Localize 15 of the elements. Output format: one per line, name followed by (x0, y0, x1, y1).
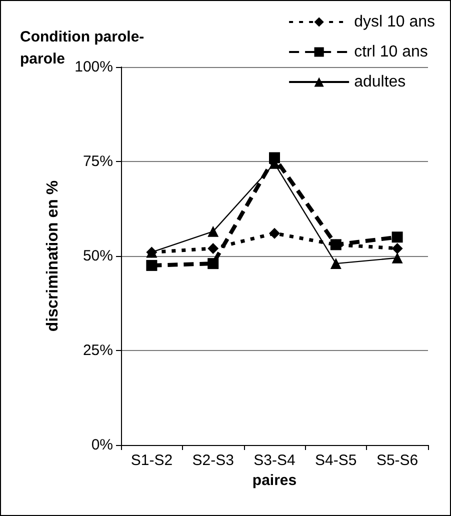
legend-label: ctrl 10 ans (354, 44, 428, 60)
x-tick-label: S4-S5 (315, 452, 357, 469)
x-axis-title: paires (252, 472, 297, 489)
y-tick-label: 25% (82, 342, 113, 359)
x-tick-label: S1-S2 (130, 452, 173, 469)
x-tick-label: S5-S6 (376, 452, 418, 469)
legend-label: dysl 10 ans (354, 14, 435, 30)
x-tick-label: S2-S3 (192, 452, 234, 469)
legend-label: adultes (354, 74, 406, 90)
y-tick-label: 50% (82, 248, 113, 264)
y-axis-title: discrimination en % (44, 180, 62, 332)
y-tick-label: 75% (82, 153, 113, 170)
y-tick-label: 0% (91, 436, 113, 454)
y-tick-label: 100% (74, 58, 113, 76)
x-tick-label: S3-S4 (254, 452, 296, 469)
